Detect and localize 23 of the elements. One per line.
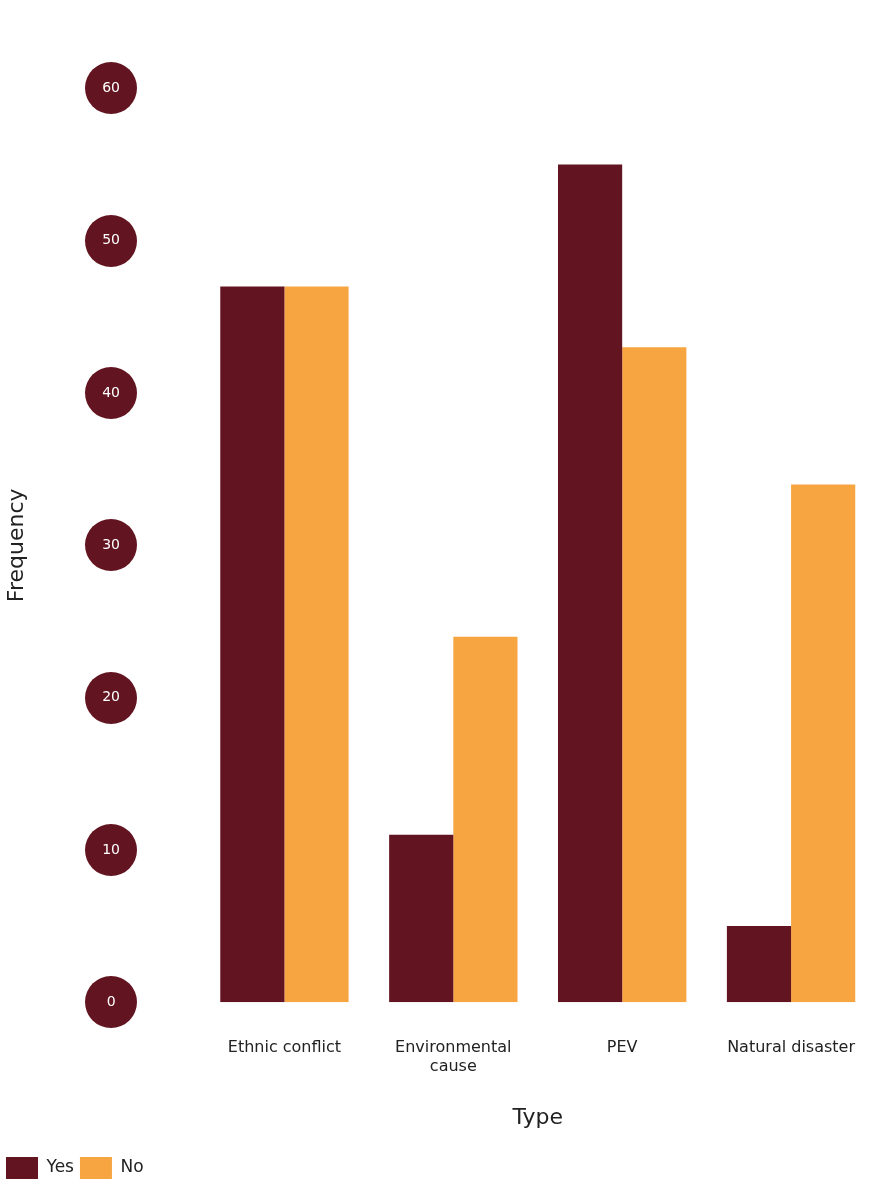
bar (558, 164, 623, 1003)
y-axis-title: Frequency (2, 488, 28, 603)
x-tick-label: Natural disaster (727, 1036, 856, 1056)
bar (791, 484, 856, 1003)
bar (284, 286, 349, 1003)
bar (389, 834, 454, 1003)
bar (453, 636, 518, 1003)
legend-label: Yes (45, 1156, 75, 1177)
y-tick-label: 40 (102, 383, 121, 400)
y-tick-label: 20 (102, 688, 121, 705)
y-tick-label: 0 (106, 992, 116, 1009)
y-tick-label: 30 (102, 535, 121, 552)
bar (726, 926, 792, 1003)
y-tick-label: 50 (102, 231, 121, 248)
y-tick-label: 10 (102, 840, 121, 857)
bar (622, 347, 687, 1003)
x-tick-label: PEV (606, 1036, 638, 1056)
x-tick-label: Ethnic conflict (227, 1036, 342, 1056)
legend-label: No (120, 1156, 144, 1177)
x-tick-label: Environmental cause (395, 1036, 512, 1076)
y-tick-label: 60 (102, 79, 121, 96)
x-axis-title: Type (511, 1103, 564, 1129)
bar (220, 286, 285, 1003)
